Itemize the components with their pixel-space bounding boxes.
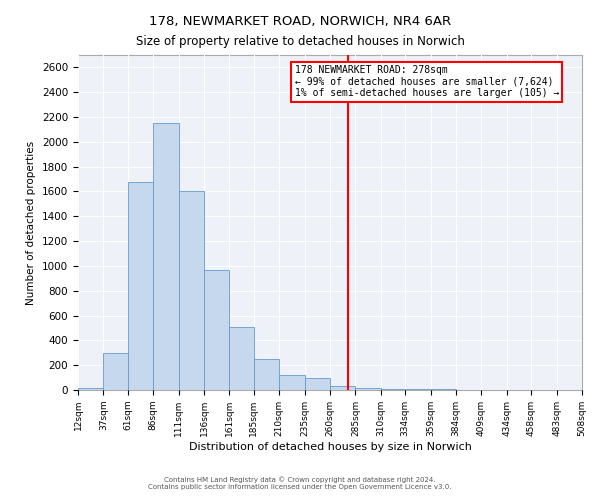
Bar xyxy=(254,359,279,390)
Bar xyxy=(179,192,204,390)
Text: Size of property relative to detached houses in Norwich: Size of property relative to detached ho… xyxy=(136,35,464,48)
Bar xyxy=(279,375,305,390)
Bar xyxy=(103,353,128,390)
X-axis label: Distribution of detached houses by size in Norwich: Distribution of detached houses by size … xyxy=(188,442,472,452)
Text: 178, NEWMARKET ROAD, NORWICH, NR4 6AR: 178, NEWMARKET ROAD, NORWICH, NR4 6AR xyxy=(149,15,451,28)
Bar xyxy=(229,326,254,390)
Bar xyxy=(128,182,153,390)
Bar xyxy=(204,270,229,390)
Bar xyxy=(355,388,381,390)
Bar xyxy=(78,388,103,390)
Bar xyxy=(153,123,179,390)
Bar xyxy=(305,378,330,390)
Bar xyxy=(330,386,355,390)
Y-axis label: Number of detached properties: Number of detached properties xyxy=(26,140,37,304)
Text: 178 NEWMARKET ROAD: 278sqm
← 99% of detached houses are smaller (7,624)
1% of se: 178 NEWMARKET ROAD: 278sqm ← 99% of deta… xyxy=(295,65,559,98)
Text: Contains HM Land Registry data © Crown copyright and database right 2024.
Contai: Contains HM Land Registry data © Crown c… xyxy=(148,476,452,490)
Bar xyxy=(381,389,405,390)
